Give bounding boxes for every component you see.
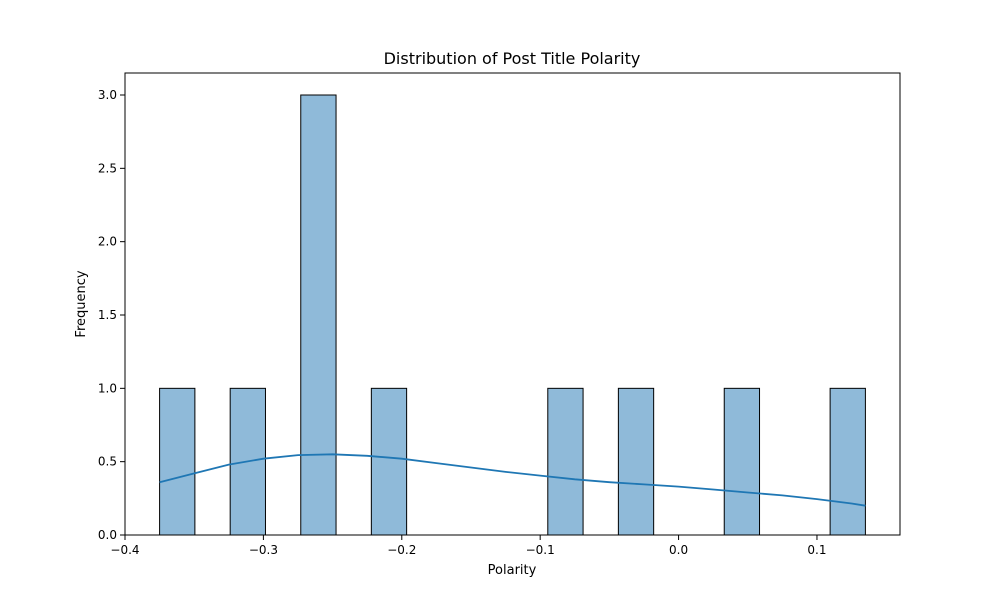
y-tick-label: 0.0 — [98, 528, 117, 542]
y-tick-label: 2.5 — [98, 161, 117, 175]
y-tick-label: 0.5 — [98, 455, 117, 469]
x-tick-label: 0.0 — [669, 543, 688, 557]
histogram-bar — [617, 387, 655, 536]
y-tick-label: 1.5 — [98, 308, 117, 322]
y-tick-label: 2.0 — [98, 235, 117, 249]
y-tick-label: 1.0 — [98, 381, 117, 395]
plot-frame — [124, 72, 901, 536]
x-tick-label: 0.1 — [807, 543, 826, 557]
histogram-bar — [370, 387, 408, 536]
histogram-bar — [829, 387, 866, 536]
kde-line — [159, 453, 866, 507]
x-tick-label: −0.1 — [526, 543, 555, 557]
chart-title: Distribution of Post Title Polarity — [384, 49, 641, 68]
histogram-bar — [547, 387, 584, 536]
x-tick-label: −0.3 — [249, 543, 278, 557]
x-tick-label: −0.2 — [387, 543, 416, 557]
histogram-bar — [159, 387, 196, 536]
histogram-bar — [723, 387, 761, 536]
histogram-bar — [300, 94, 337, 536]
y-tick-label: 3.0 — [98, 88, 117, 102]
x-axis-label: Polarity — [488, 563, 537, 578]
x-tick-label: −0.4 — [110, 543, 139, 557]
y-axis-label: Frequency — [74, 270, 89, 337]
